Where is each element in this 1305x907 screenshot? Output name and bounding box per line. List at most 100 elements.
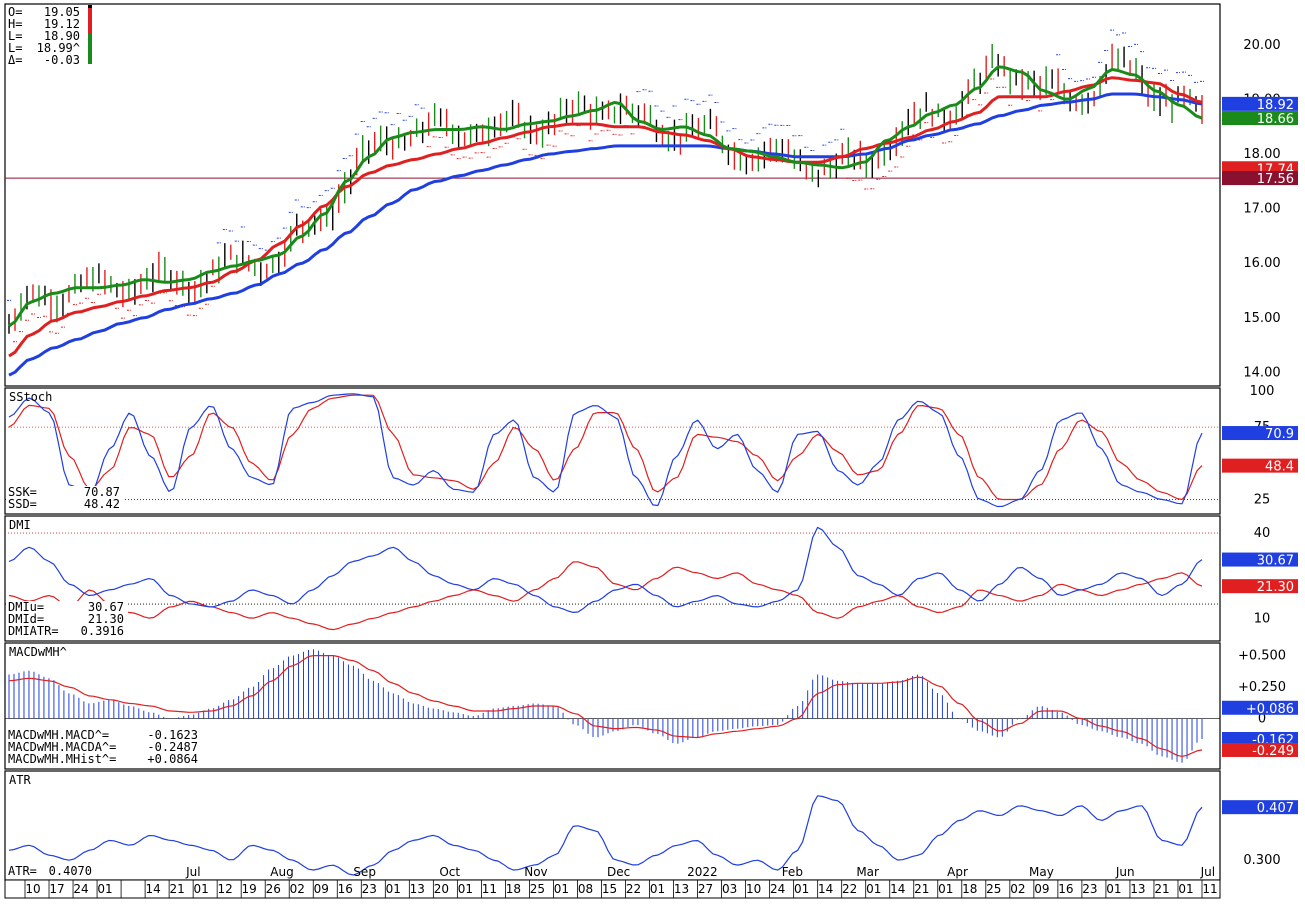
sstoch-value: 48.42 [84,497,120,511]
date-axis-frame [4,879,1221,899]
price-y-tick: 18.00 [1243,147,1280,162]
price-frame [4,3,1221,387]
dmi-key: DMIATR= [8,624,59,638]
sstoch-value-tag [1222,458,1298,473]
color-key [88,48,92,64]
sstoch-readout-box [6,486,124,513]
ohlc-value: -0.03 [44,53,80,67]
price-panel: 20.0019.0018.0017.0016.0015.0014.0018.92… [5,5,1298,380]
macd-key: MACDwMH.MACD^= [8,728,109,742]
color-key [88,22,92,34]
day-label: 24 [73,882,88,896]
month-label: Feb [782,865,803,879]
day-label: 23 [1082,882,1097,896]
month-label: Dec [607,865,630,879]
x-axis: Jul Aug Sep Oct Nov Dec 2022 Feb Mar Apr May Jun Jul… [24,865,1218,898]
atr-readout-box [6,863,98,879]
ohlc-value: 19.05 [44,5,80,19]
day-label: 10 [25,882,40,896]
day-label: 09 [314,882,329,896]
price-value-tag-label: 17.56 [1257,172,1294,187]
month-label: Aug [270,865,293,879]
atr-key: ATR= [8,864,37,878]
day-label: 08 [578,882,593,896]
day-label: 12 [218,882,233,896]
day-label: 16 [338,882,353,896]
macd-value-tag [1222,732,1298,747]
dmi-y-tick: 10 [1254,611,1271,626]
sstoch-frame [4,387,1221,515]
dmi-title: DMI [9,518,31,532]
day-label: 14 [818,882,833,896]
parabolic-stops [7,29,1204,343]
dmi-value: 21.30 [88,612,124,626]
day-label: 01 [1178,882,1193,896]
dmi-value-tag-label: 21.30 [1257,580,1294,595]
day-label: 18 [962,882,977,896]
day-label: 25 [986,882,1001,896]
atr-line [8,795,1203,876]
day-label: 27 [698,882,713,896]
month-label: Apr [947,865,968,879]
macd-panel: MACDwMH^ MACDwMH.MACD^= -0.1623 MACDwMH.MAC… [5,645,1298,768]
macd-value: -0.2487 [147,740,198,754]
macd-avg-line [8,654,1203,758]
macd-title: MACDwMH^ [9,645,67,659]
ohlc-key: L= [8,41,22,55]
day-label: 21 [1154,882,1169,896]
dmi-panel: DMI DMIu= 30.67 DMId= 21.30 DMIATR= 0.3916 40 10… [5,518,1298,640]
day-label: 11 [1202,882,1217,896]
dmi-y-tick: 40 [1254,526,1271,541]
month-label: 2022 [687,865,718,879]
month-label: Sep [353,865,376,879]
price-y-tick: 16.00 [1243,256,1280,271]
day-label: 26 [266,882,281,896]
dmi-readout-box [6,601,128,640]
dmi-value-tag [1222,552,1298,567]
ssd-line [8,394,1203,501]
day-label: 20 [434,882,449,896]
atr-value-tag [1222,800,1298,815]
macd-key: MACDwMH.MACDA^= [8,740,116,754]
sstoch-key: SSK= [8,485,37,499]
dmi-up-line [8,526,1203,614]
price-value-tag-label: 18.66 [1257,112,1294,127]
macd-y-tick: 0 [1258,712,1266,727]
macd-value-tag [1222,700,1298,715]
price-y-tick: 20.00 [1243,38,1280,53]
day-label: 09 [1034,882,1049,896]
ma-long-line [8,92,1203,377]
day-label: 24 [770,882,785,896]
dmi-key: DMId= [8,612,44,626]
day-label: 01 [650,882,665,896]
day-label: 21 [169,882,184,896]
macd-y-tick: +0.250 [1238,680,1286,695]
macd-histogram [8,649,1203,763]
color-key [88,34,92,48]
sstoch-value-tag [1222,426,1298,441]
ohlc-value: 19.12 [44,17,80,31]
day-label: 01 [1106,882,1121,896]
day-label: 03 [722,882,737,896]
price-value-tag [1222,171,1298,186]
ohlc-value: 18.99^ [37,41,80,55]
dmi-value-tag-label: 30.67 [1257,554,1294,569]
day-label: 02 [290,882,305,896]
day-label: 15 [602,882,617,896]
macd-key: MACDwMH.MHist^= [8,752,116,766]
dmi-value: 0.3916 [81,624,124,638]
atr-value-tag-label: 0.407 [1257,801,1294,816]
sstoch-title: SStoch [9,390,52,404]
macd-frame [4,642,1221,770]
macd-readout-box [6,728,202,768]
day-label: 25 [530,882,545,896]
price-value-tag [1222,111,1298,126]
sstoch-y-tick: 100 [1250,384,1275,399]
day-label: 21 [914,882,929,896]
dmi-frame [4,515,1221,642]
atr-frame [4,770,1221,881]
day-label: 13 [674,882,689,896]
sstoch-y-tick: 25 [1254,493,1271,508]
macd-value: -0.1623 [147,728,198,742]
